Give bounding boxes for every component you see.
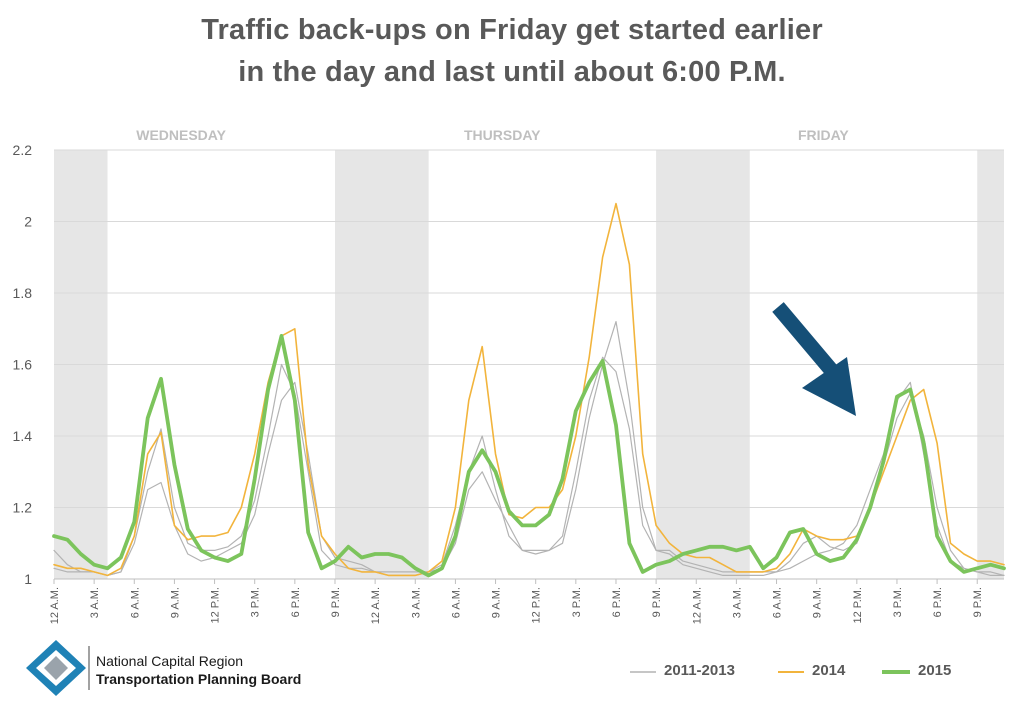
x-tick-label-11: 9 A.M.: [491, 587, 503, 618]
logo-text-line-1: National Capital Region: [96, 653, 244, 669]
x-tick-label-4: 12 P.M.: [210, 587, 222, 624]
x-tick-label-19: 9 A.M.: [812, 587, 824, 618]
x-tick-label-17: 3 A.M.: [731, 587, 743, 618]
series-line-2015-3: [52, 333, 1006, 578]
arrow-head: [802, 357, 856, 416]
day-label-wednesday: WEDNESDAY: [136, 127, 226, 143]
x-tick-label-20: 12 P.M.: [852, 587, 864, 624]
x-tick-label-2: 6 A.M.: [129, 587, 141, 618]
x-tick-label-1: 3 A.M.: [89, 587, 101, 618]
arrow-shaft: [772, 302, 838, 376]
x-tick-label-6: 6 P.M.: [290, 587, 302, 617]
y-tick-label-5: 2: [24, 214, 32, 230]
series-line-2014-2: [53, 202, 1005, 577]
logo-icon: [26, 640, 90, 696]
x-tick-label-10: 6 A.M.: [450, 587, 462, 618]
x-tick-label-8: 12 A.M.: [370, 587, 382, 624]
x-tick-label-7: 9 P.M.: [330, 587, 342, 617]
y-tick-label-6: 2.2: [13, 142, 33, 158]
chart-title-line-2: in the day and last until about 6:00 P.M…: [238, 56, 786, 88]
legend-label-2015: 2015: [918, 662, 952, 679]
x-tick-label-22: 6 P.M.: [932, 587, 944, 617]
y-tick-label-1: 1.2: [13, 500, 33, 516]
annotation-arrow-icon: [772, 302, 856, 416]
x-tick-label-9: 3 A.M.: [410, 587, 422, 618]
day-label-thursday: THURSDAY: [464, 127, 541, 143]
x-tick-label-15: 9 P.M.: [651, 587, 663, 617]
x-tick-label-13: 3 P.M.: [571, 587, 583, 617]
y-tick-label-4: 1.8: [13, 285, 33, 301]
x-tick-label-5: 3 P.M.: [250, 587, 262, 617]
day-label-friday: FRIDAY: [798, 127, 849, 143]
series-line-2011-2013-1: [53, 356, 1005, 577]
logo-center: [44, 656, 68, 680]
x-tick-label-3: 9 A.M.: [169, 587, 181, 618]
x-tick-label-14: 6 P.M.: [611, 587, 623, 617]
x-tick-label-21: 3 P.M.: [892, 587, 904, 617]
y-tick-label-0: 1: [24, 571, 32, 587]
chart-title-line-1: Traffic back-ups on Friday get started e…: [201, 14, 823, 46]
x-tick-label-18: 6 A.M.: [772, 587, 784, 618]
x-tick-label-16: 12 A.M.: [691, 587, 703, 624]
x-tick-label-12: 12 P.M.: [531, 587, 543, 624]
x-tick-label-0: 12 A.M.: [49, 587, 61, 624]
logo-text-line-2: Transportation Planning Board: [96, 671, 302, 687]
y-tick-label-3: 1.6: [13, 357, 33, 373]
legend-label-2014: 2014: [812, 662, 846, 679]
x-tick-label-23: 9 P.M.: [972, 587, 984, 617]
legend-label-2011-2013: 2011-2013: [664, 662, 735, 679]
y-tick-label-2: 1.4: [13, 428, 33, 444]
